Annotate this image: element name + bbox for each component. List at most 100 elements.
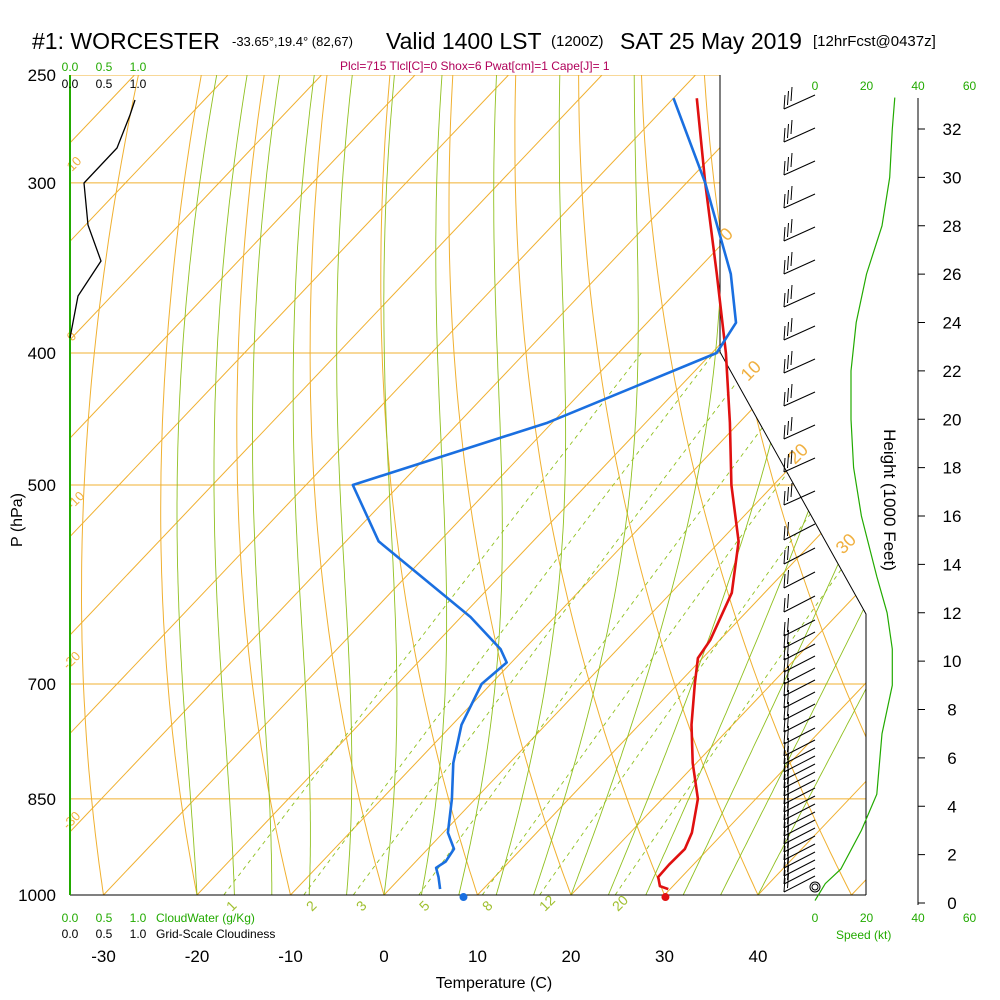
- surface-temperature-marker: [661, 893, 670, 902]
- stability-indices: Plcl=715 Tlcl[C]=0 Shox=6 Pwat[cm]=1 Cap…: [340, 59, 610, 73]
- wind-barb-staff: [783, 715, 816, 733]
- wind-barb-flag: [787, 793, 789, 809]
- isotherm-line: [70, 75, 790, 895]
- wind-barb-flag: [783, 853, 786, 869]
- moist-adiabat: [420, 75, 448, 895]
- isotherm-line: [70, 75, 603, 895]
- wind-barb-flag: [783, 837, 786, 853]
- speed-bottom-tick: 20: [860, 911, 874, 925]
- wind-barb-flag: [787, 90, 789, 106]
- wind-barb-flag: [787, 737, 789, 753]
- wind-barb-staff: [783, 523, 816, 541]
- wind-barb-flag: [783, 821, 786, 837]
- wind-barb-flag: [787, 653, 789, 669]
- wind-barb-staff: [783, 358, 816, 374]
- wind-barb-flag: [787, 849, 789, 865]
- temperature-axis-title: Temperature (C): [436, 975, 552, 992]
- speed-bottom-tick: 0: [812, 911, 819, 925]
- wind-barb-flag: [783, 845, 786, 861]
- calm-wind-marker-inner: [811, 883, 819, 891]
- wind-barb-flag: [790, 449, 793, 465]
- wind-barb-flag: [790, 383, 793, 399]
- wind-barb-flag: [790, 251, 793, 267]
- wind-barb-flag: [787, 617, 789, 633]
- pressure-tick-label: 300: [28, 174, 56, 193]
- wind-barb-flag: [783, 765, 786, 781]
- wind-barb-staff: [783, 763, 816, 781]
- plot-right-edge: [719, 75, 867, 895]
- height-tick-label: 2: [947, 846, 956, 865]
- speed-label: Speed (kt): [836, 928, 891, 942]
- wind-barb-flag: [783, 717, 786, 733]
- wind-barb-staff: [783, 747, 816, 765]
- wind-barb-flag: [787, 387, 789, 403]
- dry-adiabat: [380, 75, 488, 895]
- wind-barb-flag: [787, 521, 789, 537]
- wind-barb-flag: [783, 525, 786, 541]
- wind-barb-flag: [787, 545, 789, 561]
- wind-barb-flag: [790, 119, 793, 135]
- cloudiness-label: Grid-Scale Cloudiness: [156, 927, 275, 941]
- cloudwater-bottom-tick: 1.0: [130, 911, 147, 925]
- wind-barb-flag: [790, 218, 793, 234]
- wind-barb-flag: [783, 457, 786, 473]
- wind-barb-flag: [790, 86, 793, 102]
- wind-barb-flag: [787, 713, 789, 729]
- isotherm-line: [70, 75, 509, 895]
- wind-barb-staff: [783, 595, 816, 613]
- wind-barb-flag: [783, 549, 786, 565]
- pressure-axis: 250 300 400 500 700 850 1000: [18, 66, 56, 905]
- pressure-tick-label: 500: [28, 476, 56, 495]
- wind-barb-flag: [783, 325, 786, 341]
- wind-barb-flag: [783, 861, 786, 877]
- wind-barb-flag: [783, 424, 786, 440]
- moist-adiabat: [533, 75, 639, 895]
- pressure-axis-title: P (hPa): [9, 493, 26, 547]
- mixing-ratio-label: 2: [303, 897, 320, 914]
- dry-adiabat: [236, 75, 299, 895]
- cloudiness-bottom-tick: 0.5: [96, 927, 113, 941]
- wind-barb-staff: [783, 827, 816, 845]
- calm-wind-marker: [809, 881, 821, 893]
- wind-barb-flag: [783, 358, 786, 374]
- isotherm-line: [70, 75, 322, 895]
- wind-barb-staff: [783, 160, 816, 176]
- wind-barb-flag: [783, 869, 786, 885]
- wind-barb-flag: [787, 156, 789, 172]
- wind-barb-staff: [783, 727, 816, 745]
- pressure-tick-label: 400: [28, 344, 56, 363]
- isotherm-line: [70, 75, 416, 895]
- height-tick-label: 22: [943, 362, 962, 381]
- wind-barb-flag: [787, 420, 789, 436]
- wind-barb-staff: [783, 787, 816, 805]
- pressure-tick-label: 1000: [18, 886, 56, 905]
- speed-top-tick: 20: [860, 79, 874, 93]
- cloudwater-bottom-tick: 0.5: [96, 911, 113, 925]
- wind-barb-flag: [783, 633, 786, 649]
- wind-barb-flag: [783, 160, 786, 176]
- wind-barb-flag: [783, 597, 786, 613]
- height-tick-label: 30: [943, 168, 962, 187]
- moist-adiabat: [645, 75, 866, 895]
- wind-barb-flag: [787, 453, 789, 469]
- wind-barb-staff: [783, 655, 816, 673]
- isotherm-line: [945, 75, 1000, 895]
- plot-frame: [69, 75, 867, 896]
- height-tick-label: 28: [943, 217, 962, 236]
- wind-barb-flag: [787, 833, 789, 849]
- cloudiness-top-tick: 1.0: [130, 77, 147, 91]
- wind-barb-flag: [787, 825, 789, 841]
- wind-barb-staff: [783, 703, 816, 721]
- temperature-tick-label: 20: [562, 947, 581, 966]
- wind-barb-staff: [783, 547, 816, 565]
- height-tick-label: 14: [943, 555, 962, 574]
- isotherm-label: 30: [832, 530, 860, 558]
- wind-barb-flag: [783, 94, 786, 110]
- wind-barb-staff: [783, 679, 816, 697]
- wind-barb-flag: [783, 391, 786, 407]
- wind-barb-staff: [783, 325, 816, 341]
- temperature-tick-label: 0: [379, 947, 388, 966]
- wind-barb-staff: [783, 424, 816, 440]
- dry-adiabat: [448, 75, 583, 895]
